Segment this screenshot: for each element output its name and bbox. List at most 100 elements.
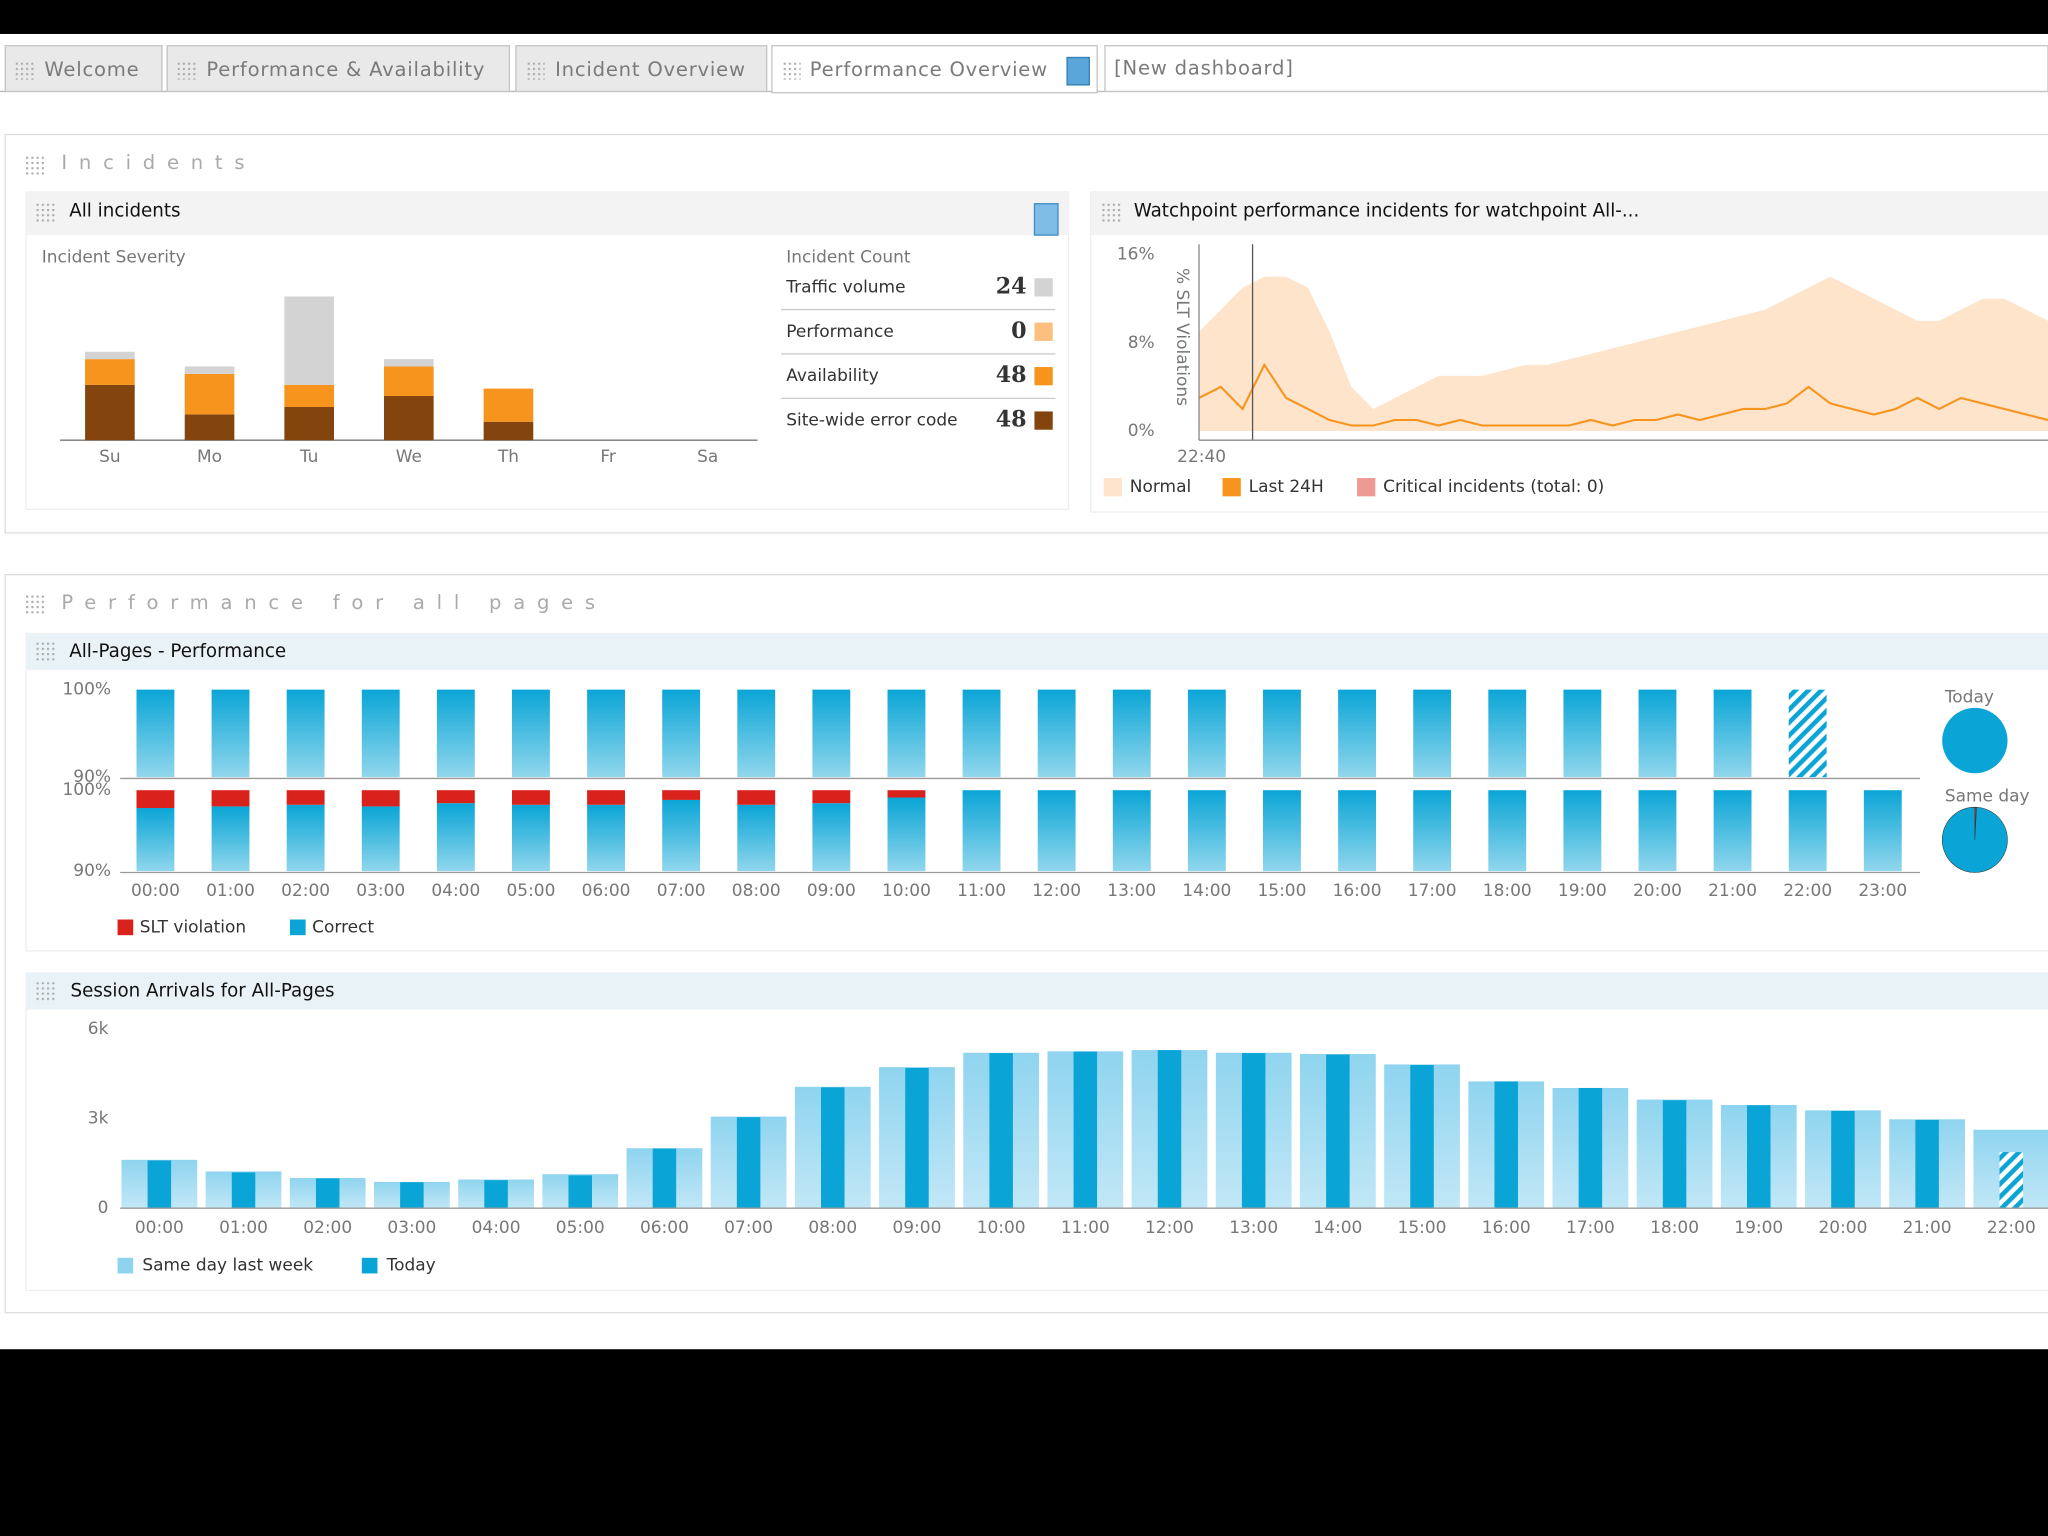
legend-title: Incident Count bbox=[786, 247, 911, 267]
x-tick-label: 03:00 bbox=[356, 881, 405, 901]
tab-label[interactable]: Performance Overview bbox=[810, 58, 1048, 81]
tab-label[interactable]: Welcome bbox=[44, 58, 139, 81]
legend-swatch bbox=[1034, 278, 1053, 297]
y-tick-label: 100% bbox=[63, 680, 112, 700]
bar-segment bbox=[1863, 790, 1902, 872]
bar bbox=[1831, 1110, 1855, 1209]
panel-menu-icon[interactable] bbox=[1033, 203, 1059, 236]
bar-segment bbox=[436, 790, 475, 804]
bar-segment bbox=[662, 799, 701, 872]
x-tick-label: Tu bbox=[299, 447, 319, 467]
bar-segment bbox=[962, 790, 1001, 872]
y-tick-label: 6k bbox=[88, 1019, 109, 1039]
bar-segment bbox=[512, 689, 550, 778]
y-tick-label: 0 bbox=[98, 1198, 109, 1218]
legend-swatch bbox=[117, 1257, 134, 1274]
section-title: Performance for all pages bbox=[61, 591, 607, 614]
legend-swatch bbox=[1034, 322, 1053, 341]
legend-swatch bbox=[1222, 478, 1241, 497]
x-tick-label: 18:00 bbox=[1650, 1218, 1699, 1238]
legend-label: Performance bbox=[786, 322, 894, 342]
legend-label: SLT violation bbox=[140, 917, 246, 937]
bar-segment bbox=[1563, 790, 1602, 872]
x-tick-label: 21:00 bbox=[1903, 1218, 1952, 1238]
bar-segment bbox=[1413, 689, 1452, 778]
bar-segment bbox=[361, 689, 400, 778]
bar bbox=[905, 1067, 929, 1209]
x-tick-label: 09:00 bbox=[807, 881, 856, 901]
y-tick-label: 3k bbox=[88, 1109, 109, 1129]
bar bbox=[315, 1178, 340, 1209]
legend-swatch bbox=[289, 919, 306, 936]
bar bbox=[1915, 1119, 1939, 1209]
bar-segment bbox=[1713, 790, 1752, 872]
panel-title: All-Pages - Performance bbox=[69, 641, 286, 662]
bar-segment bbox=[284, 296, 334, 385]
legend-label: Correct bbox=[312, 917, 374, 937]
x-tick-label: 05:00 bbox=[556, 1218, 605, 1238]
tab-menu-icon[interactable] bbox=[1066, 56, 1090, 86]
x-tick-label: 07:00 bbox=[657, 881, 706, 901]
x-tick-label: Mo bbox=[197, 447, 222, 467]
bar bbox=[231, 1172, 256, 1209]
x-tick-label: 20:00 bbox=[1818, 1218, 1867, 1238]
legend-swatch bbox=[1357, 478, 1376, 497]
x-tick-label: 10:00 bbox=[977, 1218, 1026, 1238]
bar-segment bbox=[887, 797, 926, 872]
bar-segment bbox=[1788, 689, 1827, 778]
bar bbox=[652, 1148, 677, 1209]
bar-segment bbox=[737, 689, 776, 778]
x-tick-label: 22:40 bbox=[1177, 447, 1226, 467]
x-tick-label: 06:00 bbox=[640, 1218, 689, 1238]
bar-segment bbox=[887, 689, 926, 778]
tab-active[interactable] bbox=[771, 45, 1098, 94]
grip-icon bbox=[177, 61, 196, 80]
bar-segment bbox=[184, 373, 235, 415]
bar-segment bbox=[587, 804, 625, 872]
tab-new[interactable] bbox=[1104, 45, 2048, 93]
bar-segment bbox=[483, 388, 534, 422]
tab[interactable] bbox=[4, 45, 163, 93]
bar-segment bbox=[384, 395, 434, 441]
tab[interactable] bbox=[166, 45, 511, 93]
panel-header bbox=[26, 192, 1069, 236]
chart-title: Incident Severity bbox=[42, 247, 186, 267]
x-tick-label: 04:00 bbox=[431, 881, 480, 901]
legend-total: 48 bbox=[996, 407, 1027, 433]
bar bbox=[989, 1053, 1013, 1209]
bar-segment bbox=[1037, 790, 1076, 872]
x-tick-label: 18:00 bbox=[1483, 881, 1532, 901]
bar-segment bbox=[286, 804, 325, 872]
x-tick-label: Sa bbox=[697, 447, 718, 467]
x-tick-label: 03:00 bbox=[387, 1218, 436, 1238]
bar-segment bbox=[361, 806, 400, 872]
area bbox=[1199, 276, 2048, 432]
bar-segment bbox=[962, 689, 1001, 778]
x-tick-label: 07:00 bbox=[724, 1218, 773, 1238]
x-tick-label: 11:00 bbox=[1061, 1218, 1110, 1238]
bar-segment bbox=[587, 689, 625, 778]
bar-segment bbox=[662, 790, 701, 800]
legend-label: Same day last week bbox=[142, 1256, 313, 1276]
tab-label[interactable]: Incident Overview bbox=[555, 58, 746, 81]
x-tick-label: 15:00 bbox=[1398, 1218, 1447, 1238]
panel-header bbox=[26, 633, 2048, 671]
legend-label: Availability bbox=[786, 366, 879, 386]
panel-title: Session Arrivals for All-Pages bbox=[71, 980, 335, 1001]
x-tick-label: 17:00 bbox=[1566, 1218, 1615, 1238]
bar-segment bbox=[436, 803, 475, 872]
tab[interactable] bbox=[515, 45, 768, 93]
grip-icon bbox=[782, 61, 801, 80]
bar-segment bbox=[812, 689, 851, 778]
bar-segment bbox=[85, 384, 135, 441]
legend-swatch bbox=[1034, 367, 1053, 386]
bar-segment bbox=[184, 366, 235, 374]
tab-label[interactable]: [New dashboard] bbox=[1114, 57, 1294, 80]
legend-swatch bbox=[1103, 478, 1122, 497]
bar-segment bbox=[384, 359, 434, 367]
bar-segment bbox=[1713, 689, 1752, 778]
bar bbox=[484, 1180, 508, 1209]
bar-segment bbox=[136, 808, 175, 872]
tab-label[interactable]: Performance & Availability bbox=[206, 58, 485, 81]
